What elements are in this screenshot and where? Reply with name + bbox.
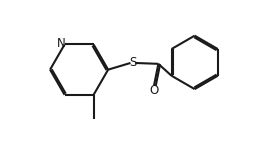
Text: O: O <box>149 84 159 97</box>
Text: N: N <box>57 37 66 50</box>
Text: S: S <box>129 56 136 69</box>
